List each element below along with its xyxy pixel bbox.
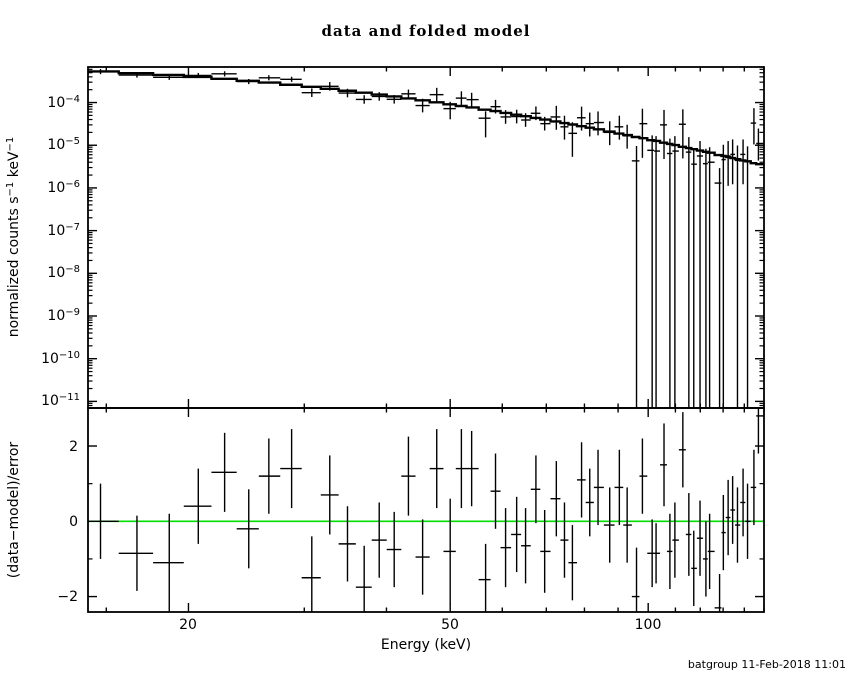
resid-tick-plus2: 2	[69, 439, 78, 455]
y-tick-1e-9: 10−9	[47, 307, 80, 324]
y-axis-label-counts: normalized counts s−1 keV−1	[5, 136, 22, 338]
folded-model-line	[88, 70, 764, 166]
y-tick-1e-11: 10−11	[41, 392, 80, 409]
x-tick-100: 100	[634, 617, 662, 633]
axis-ticks	[88, 67, 765, 612]
bottom-panel-frame	[87, 407, 765, 613]
resid-tick-minus2: −2	[57, 589, 78, 605]
y-tick-1e-10: 10−10	[41, 350, 80, 367]
y-axis-label-residuals: (data−model)/error	[6, 441, 22, 579]
y-tick-1e-6: 10−6	[47, 179, 80, 196]
residual-data-points	[88, 408, 764, 612]
y-tick-1e-4: 10−4	[47, 94, 80, 111]
x-axis-label: Energy (keV)	[380, 637, 472, 653]
timestamp-label: batgroup 11-Feb-2018 11:01	[687, 658, 846, 671]
top-panel-frame	[87, 66, 765, 409]
plot-title: data and folded model	[321, 22, 531, 40]
resid-tick-zero: 0	[69, 514, 78, 530]
x-tick-50: 50	[441, 617, 459, 633]
y-tick-1e-5: 10−5	[47, 136, 80, 153]
y-tick-1e-7: 10−7	[47, 222, 80, 239]
y-tick-1e-8: 10−8	[47, 264, 80, 281]
x-tick-20: 20	[179, 617, 197, 633]
panel-frames	[87, 66, 765, 613]
spectrum-data-points	[88, 69, 764, 408]
